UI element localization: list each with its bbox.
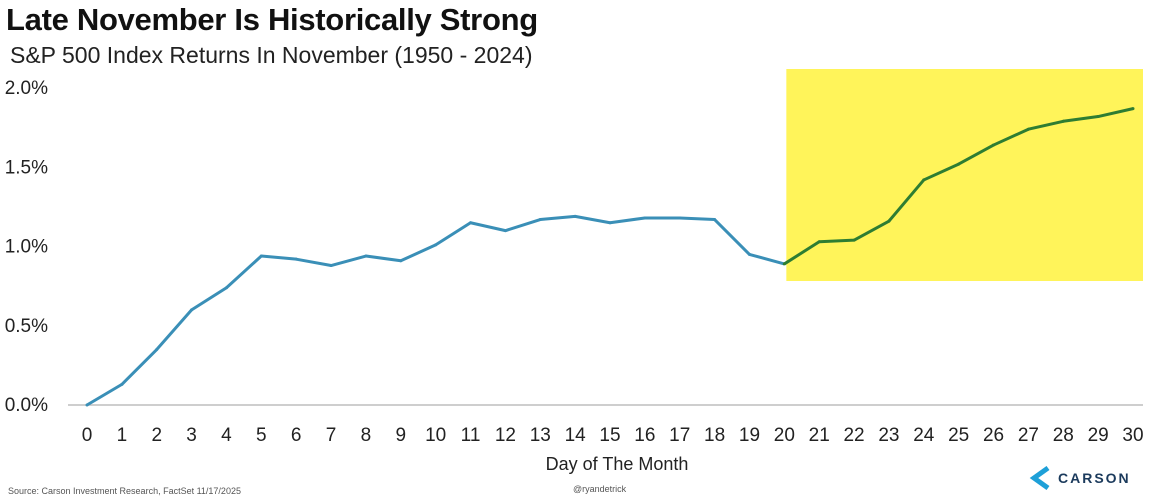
data-point: [922, 178, 926, 182]
x-tick-label: 30: [1122, 425, 1143, 446]
x-tick-label: 10: [425, 425, 446, 446]
x-tick-label: 16: [634, 425, 655, 446]
x-tick-label: 8: [361, 425, 372, 446]
y-axis-ticks: 0.0% 0.5% 1.0% 1.5% 2.0%: [5, 78, 48, 416]
series-points: [85, 107, 1135, 407]
author-handle: @ryandetrick: [573, 484, 627, 494]
data-point: [782, 262, 786, 266]
x-tick-label: 9: [396, 425, 407, 446]
x-tick-label: 5: [256, 425, 267, 446]
chart-subtitle: S&P 500 Index Returns In November (1950 …: [10, 42, 533, 68]
x-tick-label: 14: [565, 425, 587, 446]
data-point: [469, 221, 473, 225]
data-point: [364, 254, 368, 258]
x-tick-label: 12: [495, 425, 516, 446]
x-tick-label: 24: [913, 425, 935, 446]
x-tick-label: 19: [739, 425, 760, 446]
data-point: [747, 252, 751, 256]
x-tick-label: 21: [809, 425, 830, 446]
x-tick-label: 27: [1018, 425, 1039, 446]
x-tick-label: 29: [1088, 425, 1109, 446]
y-tick-label: 1.5%: [5, 157, 48, 178]
data-point: [992, 143, 996, 147]
x-tick-label: 25: [948, 425, 969, 446]
y-tick-label: 0.0%: [5, 395, 48, 416]
x-tick-label: 4: [221, 425, 232, 446]
data-point: [190, 308, 194, 312]
data-point: [852, 238, 856, 242]
data-point: [817, 240, 821, 244]
highlight-region: [786, 69, 1143, 281]
x-tick-label: 11: [461, 425, 481, 446]
x-tick-label: 17: [669, 425, 690, 446]
x-tick-label: 18: [704, 425, 725, 446]
chart-title: Late November Is Historically Strong: [6, 2, 538, 37]
source-note: Source: Carson Investment Research, Fact…: [8, 486, 241, 496]
x-axis-ticks: 0 1 2 3 4 5 6 7 8 9 10 11 12 13 14 15 16 17 18 19 20 21 22 23 24…: [82, 425, 1144, 446]
data-point: [957, 162, 961, 166]
data-point: [1096, 115, 1100, 119]
data-point: [434, 243, 438, 247]
data-point: [399, 259, 403, 263]
data-point: [120, 382, 124, 386]
data-point: [224, 286, 228, 290]
x-tick-label: 26: [983, 425, 1004, 446]
x-tick-label: 20: [774, 425, 795, 446]
data-point: [713, 218, 717, 222]
carson-logo-icon: [1029, 466, 1050, 490]
x-tick-label: 23: [878, 425, 899, 446]
x-tick-label: 22: [843, 425, 864, 446]
data-point: [678, 216, 682, 220]
data-point: [538, 218, 542, 222]
x-tick-label: 1: [117, 425, 128, 446]
x-tick-label: 15: [599, 425, 620, 446]
x-tick-label: 28: [1053, 425, 1074, 446]
data-point: [608, 221, 612, 225]
y-tick-label: 1.0%: [5, 237, 48, 258]
data-point: [887, 219, 891, 223]
data-point: [294, 257, 298, 261]
x-tick-label: 3: [186, 425, 197, 446]
brand-name: CARSON: [1058, 470, 1131, 486]
y-tick-label: 2.0%: [5, 78, 48, 99]
x-tick-label: 6: [291, 425, 302, 446]
x-tick-label: 7: [326, 425, 337, 446]
data-point: [1061, 119, 1065, 123]
x-tick-label: 2: [151, 425, 162, 446]
x-tick-label: 0: [82, 425, 93, 446]
data-point: [503, 229, 507, 233]
y-tick-label: 0.5%: [5, 316, 48, 337]
data-point: [329, 264, 333, 268]
data-point: [1131, 107, 1135, 111]
data-point: [643, 216, 647, 220]
data-point: [155, 348, 159, 352]
data-point: [85, 403, 89, 407]
data-point: [259, 254, 263, 258]
data-point: [573, 214, 577, 218]
x-axis-label: Day of The Month: [546, 454, 689, 474]
data-point: [1026, 127, 1030, 131]
carson-logo: CARSON: [1028, 466, 1131, 490]
x-tick-label: 13: [530, 425, 551, 446]
